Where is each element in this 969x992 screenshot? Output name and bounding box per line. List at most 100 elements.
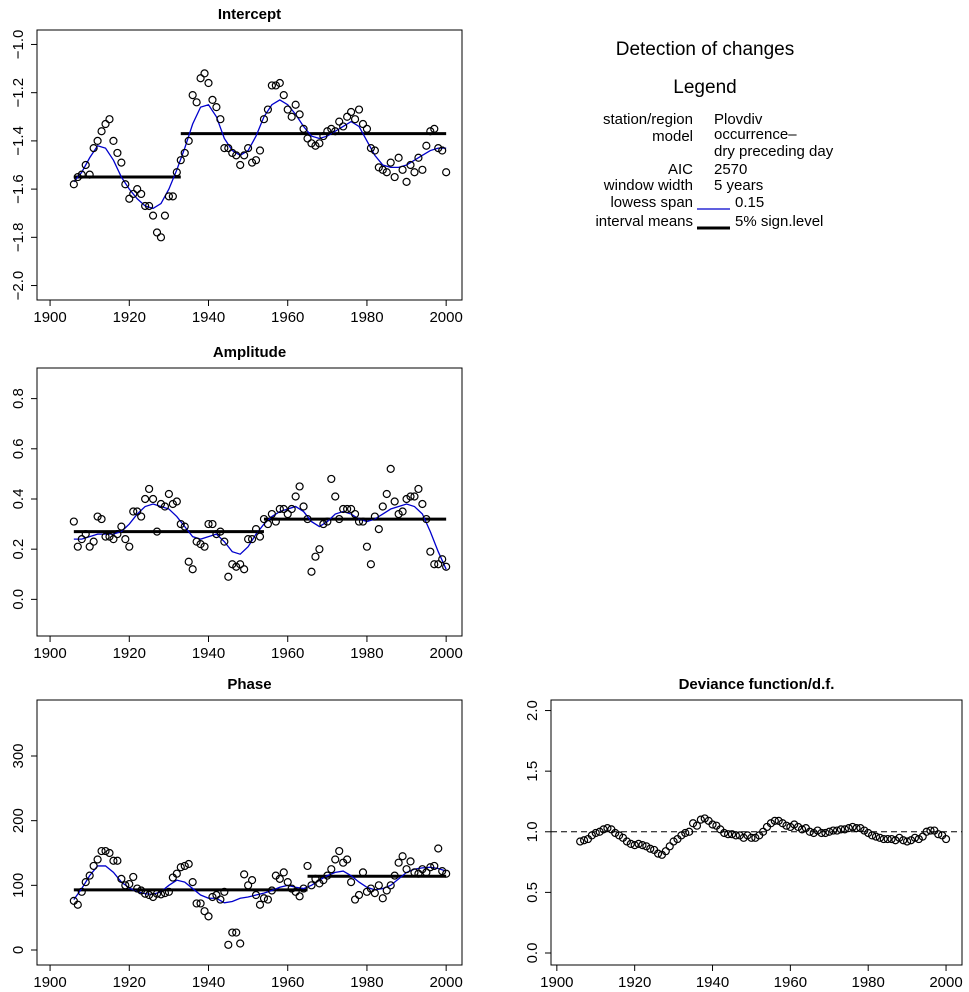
data-point: [85, 871, 94, 880]
legend-value: 0.15: [735, 194, 764, 211]
data-point: [350, 509, 360, 519]
chart-title: Deviance function/d.f.: [679, 676, 835, 693]
data-point: [303, 861, 312, 871]
data-point: [386, 464, 395, 473]
data-point: [335, 514, 344, 524]
x-tick-label: 1980: [350, 974, 383, 991]
data-point: [422, 514, 431, 524]
legend-heading: Legend: [673, 77, 736, 98]
data-point: [85, 170, 94, 179]
data-point: [255, 146, 265, 155]
data-point: [350, 895, 360, 904]
data-point: [903, 837, 912, 846]
data-point: [390, 497, 399, 506]
data-point: [362, 124, 372, 133]
data-point: [327, 865, 336, 874]
data-point: [926, 826, 935, 835]
y-tick-label: 300: [10, 743, 27, 768]
data-point: [267, 509, 276, 519]
data-point: [918, 832, 927, 841]
data-point: [442, 168, 451, 177]
data-point: [184, 557, 193, 566]
y-tick-label: 0.8: [10, 388, 27, 409]
data-point: [398, 507, 407, 516]
data-point: [93, 136, 102, 145]
data-point: [696, 815, 705, 824]
data-point: [346, 877, 356, 887]
data-point: [220, 887, 229, 896]
data-point: [438, 146, 447, 155]
data-point: [160, 211, 170, 220]
data-point: [398, 852, 407, 861]
data-point: [255, 532, 265, 541]
y-tick-label: 0: [10, 946, 27, 954]
data-point: [422, 141, 431, 150]
data-point: [220, 537, 229, 546]
data-point: [208, 892, 217, 902]
data-point: [279, 504, 288, 514]
data-point: [426, 127, 435, 136]
data-point: [125, 542, 134, 551]
data-point: [125, 879, 134, 889]
data-point: [910, 833, 920, 842]
data-point: [184, 136, 193, 145]
data-point: [727, 830, 737, 839]
x-tick-label: 1940: [192, 309, 225, 326]
plot-frame: [36, 699, 463, 966]
y-tick-label: −1.4: [10, 126, 27, 156]
data-point: [331, 855, 340, 864]
data-point: [263, 895, 273, 904]
data-point: [303, 514, 312, 524]
data-point: [144, 201, 154, 211]
x-tick-label: 1900: [33, 645, 66, 662]
data-point: [97, 846, 106, 856]
data-point: [69, 896, 78, 905]
data-point: [89, 144, 98, 153]
data-point: [887, 834, 896, 844]
data-point: [263, 105, 273, 114]
data-point: [323, 127, 332, 136]
data-point: [378, 502, 387, 511]
data-point: [374, 163, 383, 172]
data-point: [576, 837, 585, 846]
x-tick-label: 1960: [271, 645, 304, 662]
data-point: [390, 172, 399, 182]
data-point: [402, 865, 411, 874]
data-point: [121, 535, 130, 544]
data-point: [414, 484, 423, 494]
data-point: [247, 876, 257, 885]
data-point: [204, 912, 213, 921]
x-tick-label: 1980: [350, 645, 383, 662]
data-point: [374, 881, 383, 890]
x-tick-label: 1980: [350, 309, 383, 326]
data-point: [196, 74, 205, 83]
data-point: [350, 115, 360, 124]
legend-value: 2570: [714, 161, 747, 178]
data-point: [291, 100, 300, 109]
data-point: [848, 822, 857, 832]
data-point: [394, 153, 403, 162]
data-point: [386, 881, 395, 890]
data-point: [770, 816, 779, 825]
data-point: [805, 827, 814, 836]
data-point: [180, 861, 189, 871]
x-tick-label: 1920: [113, 974, 146, 991]
data-point: [366, 144, 376, 153]
data-point: [782, 821, 791, 830]
data-point: [426, 863, 435, 872]
data-point: [307, 567, 316, 576]
data-point: [133, 185, 142, 194]
data-point: [311, 141, 320, 150]
data-point: [73, 172, 82, 182]
data-point: [418, 165, 427, 174]
data-point: [311, 552, 320, 561]
data-point: [840, 825, 849, 834]
data-point: [172, 869, 181, 878]
data-point: [188, 565, 197, 574]
data-point: [283, 877, 292, 887]
data-point: [125, 194, 134, 203]
plot-frame: [36, 367, 463, 637]
data-point: [69, 517, 78, 526]
data-point: [661, 847, 670, 856]
y-tick-label: 0.2: [10, 539, 27, 560]
